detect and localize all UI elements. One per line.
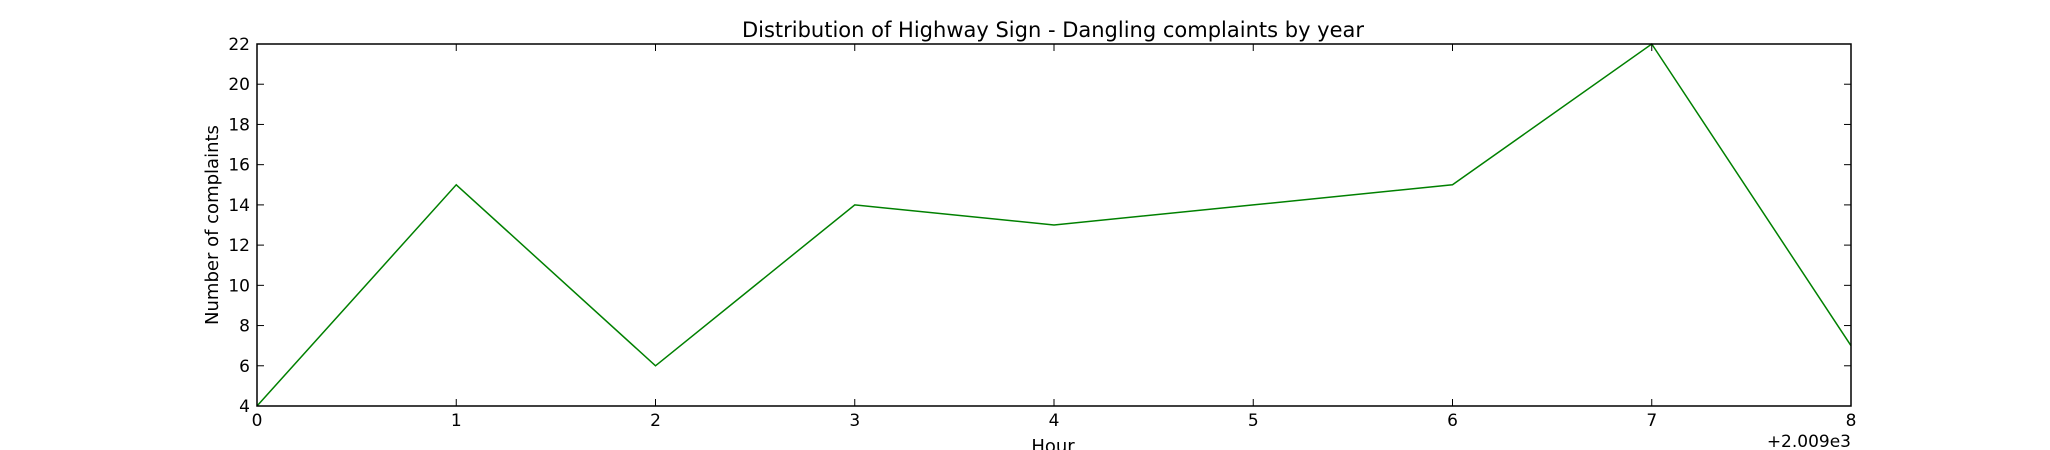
y-tick-label: 10 [228,276,250,296]
x-axis-label: Hour [1031,436,1075,450]
x-axis: 0 1 2 3 4 5 6 7 8 [252,44,1857,431]
plot-area [256,42,1852,407]
y-tick-label: 20 [228,75,250,95]
x-tick-label: 5 [1248,411,1259,431]
y-tick-label: 12 [228,236,250,256]
y-tick-label: 16 [228,156,250,176]
y-tick-label: 18 [228,115,250,135]
x-tick-label: 1 [451,411,462,431]
y-tick-label: 8 [239,317,250,337]
x-tick-label: 6 [1447,411,1458,431]
y-tick-label: 14 [228,196,250,216]
plot-frame [256,43,1852,407]
y-tick-label: 22 [228,35,250,55]
series-line [256,42,1852,407]
x-tick-label: 4 [1049,411,1060,431]
y-axis: 4 6 8 10 12 14 16 18 20 22 [228,35,1851,417]
y-tick-label: 4 [239,397,250,417]
y-tick-label: 6 [239,357,250,377]
chart-title: Distribution of Highway Sign - Dangling … [742,18,1364,42]
x-tick-label: 3 [849,411,860,431]
x-axis-offset-label: +2.009e3 [1767,432,1851,450]
x-tick-label: 2 [650,411,661,431]
x-tick-label: 8 [1846,411,1857,431]
x-tick-label: 0 [252,411,263,431]
x-tick-label: 7 [1646,411,1657,431]
y-axis-label: Number of complaints [202,125,223,325]
